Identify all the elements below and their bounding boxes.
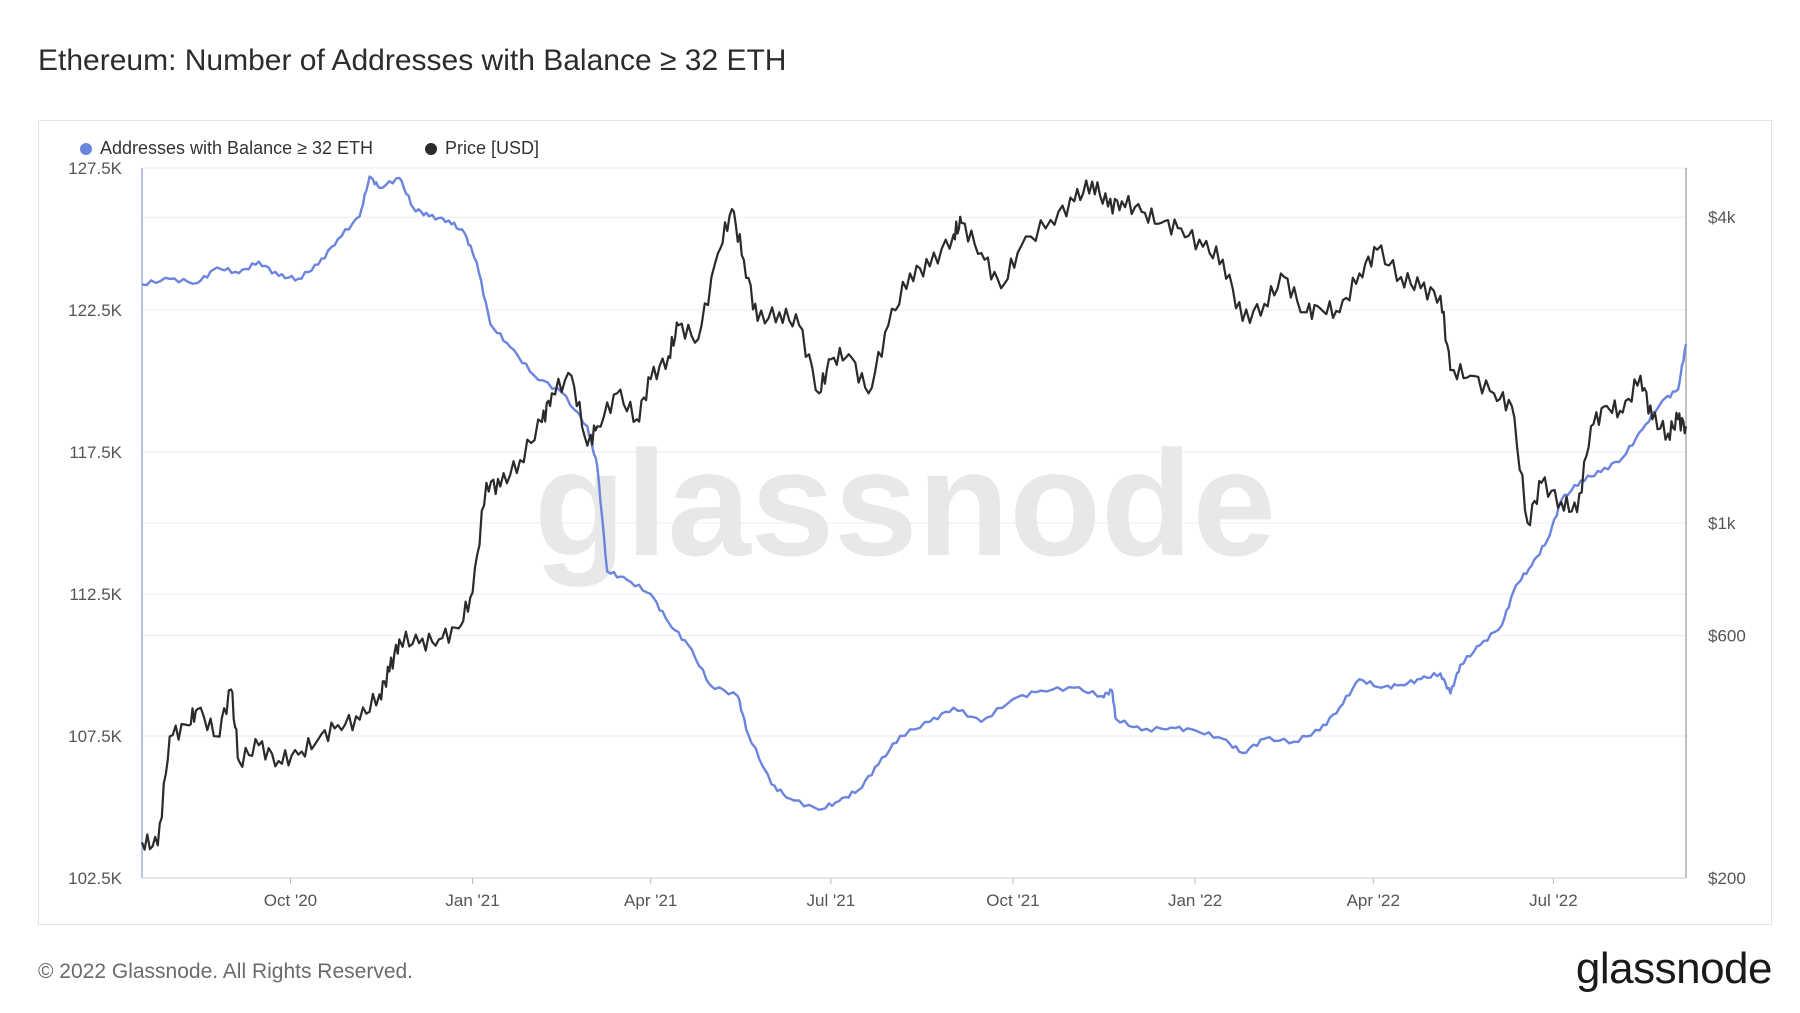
legend-dot-price — [425, 142, 438, 155]
legend-label-addresses: Addresses with Balance ≥ 32 ETH — [100, 138, 374, 158]
x-tick-label: Oct '20 — [264, 891, 317, 910]
x-tick-label: Jan '21 — [445, 891, 499, 910]
y-right-tick-label: $600 — [1708, 627, 1746, 646]
chart-panel — [38, 120, 1772, 925]
legend-dot-addresses — [80, 142, 92, 155]
copyright-footer: © 2022 Glassnode. All Rights Reserved. — [38, 960, 414, 983]
y-right-tick-label: $1k — [1708, 514, 1736, 533]
x-tick-label: Jul '21 — [807, 891, 856, 910]
y-left-tick-label: 117.5K — [69, 443, 122, 462]
legend-label-price: Price [USD] — [445, 138, 540, 158]
y-right-tick-label: $4k — [1708, 208, 1736, 227]
axes — [141, 168, 1687, 884]
series-line-addresses — [141, 175, 1688, 811]
x-tick-label: Apr '21 — [624, 891, 677, 910]
series-line-price — [140, 179, 1688, 851]
glassnode-logo: glassnode — [1575, 944, 1773, 993]
y-left-tick-label: 127.5K — [68, 159, 123, 178]
x-tick-label: Jan '22 — [1168, 891, 1222, 910]
chart-title: Ethereum: Number of Addresses with Balan… — [38, 44, 787, 77]
y-left-tick-label: 112.5K — [69, 585, 122, 604]
x-tick-label: Jul '22 — [1529, 891, 1578, 910]
chart-legend: Addresses with Balance ≥ 32 ETH Price [U… — [80, 138, 539, 159]
x-tick-label: Oct '21 — [986, 891, 1039, 910]
x-tick-label: Apr '22 — [1347, 891, 1400, 910]
tick-labels: 102.5K 107.5K 112.5K 117.5K 122.5K 127.5K $200… — [68, 159, 1746, 910]
watermark-text: glassnode — [534, 419, 1276, 587]
y-right-tick-label: $200 — [1708, 869, 1746, 888]
legend-item-addresses[interactable]: Addresses with Balance ≥ 32 ETH — [80, 138, 373, 159]
y-left-tick-label: 107.5K — [68, 727, 123, 746]
y-left-tick-label: 102.5K — [68, 869, 123, 888]
legend-item-price[interactable]: Price [USD] — [425, 138, 539, 159]
y-left-tick-label: 122.5K — [68, 301, 123, 320]
series-group — [140, 175, 1688, 851]
